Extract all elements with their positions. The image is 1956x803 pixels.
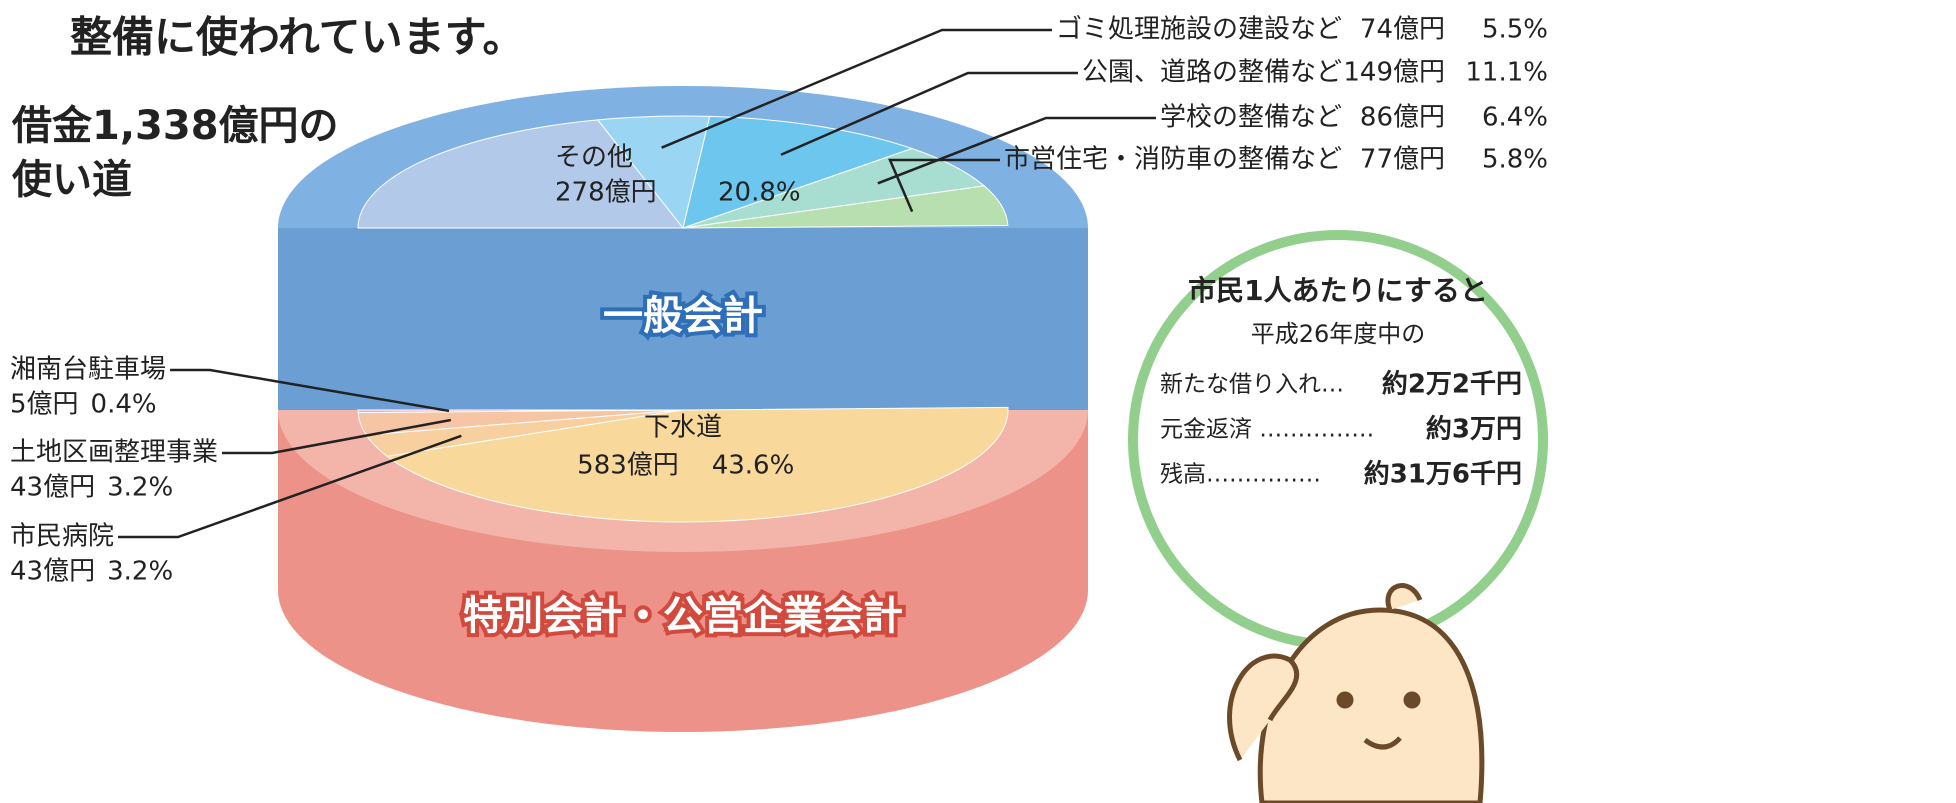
group-label: 特別会計・公営企業会計 (463, 593, 903, 639)
slice-value: 278億円 (555, 178, 657, 208)
slice-value: 43億円 (10, 473, 95, 503)
slice-value: 77億円 (1360, 145, 1445, 175)
slice-percent: 3.2% (107, 557, 173, 587)
slice-label: 下水道 (644, 413, 722, 443)
slice-percent: 43.6% (712, 451, 795, 481)
info-subtitle: 平成26年度中の (1251, 320, 1426, 348)
info-value: 約31万6千円 (1364, 459, 1522, 490)
slice-percent: 5.8% (1482, 145, 1548, 175)
slice-percent: 3.2% (107, 473, 173, 503)
leader-line (888, 158, 1000, 213)
block-face (278, 228, 1088, 410)
slice-label: 湘南台駐車場 (10, 355, 166, 385)
pie: その他 278億円 20.8% ゴミ処理施設の建設など 74億円 5.5% 公園、道路の整備… (10, 15, 1548, 732)
slice-value: 43億円 (10, 557, 95, 587)
slice (385, 406, 1009, 523)
hand (1227, 653, 1300, 762)
info-value: 約2万2千円 (1382, 369, 1522, 400)
slice-percent: 11.1% (1465, 58, 1548, 88)
slice-value: 149億円 (1343, 58, 1445, 88)
slice (682, 185, 1009, 229)
group-label: 一般会計 (603, 293, 763, 339)
slice-label: 市民病院 (10, 522, 114, 552)
leader-line (170, 368, 450, 413)
info-label: 残高…………… (1160, 462, 1321, 488)
slice (682, 147, 986, 229)
leader-line (661, 28, 1052, 149)
eye (1403, 691, 1421, 709)
subtitle: 使い道 (12, 157, 132, 203)
hair (1385, 583, 1423, 611)
character (1227, 583, 1485, 803)
leader-line (118, 434, 462, 539)
chart-title: 整備に使われています。 (70, 13, 524, 62)
slice-value: 74億円 (1360, 15, 1445, 45)
info-label: 新たな借り入れ… (1160, 372, 1344, 398)
slice-label: その他 (555, 143, 633, 173)
slice-value: 5億円 (10, 390, 79, 420)
slice-value: 583億円 (577, 451, 679, 481)
info-title: 市民1人あたりにすると (1188, 274, 1488, 307)
leader-line (877, 116, 1156, 185)
slice-label: ゴミ処理施設の建設など (1056, 15, 1342, 45)
slice (357, 119, 685, 229)
subtitle: 借金1,338億円の (11, 103, 339, 149)
info-label: 元金返済 …………… (1160, 417, 1374, 443)
slice-percent: 5.5% (1482, 15, 1548, 45)
slice-label: 土地区画整理事業 (10, 438, 218, 468)
eye (1336, 691, 1354, 709)
slice-label: 公園、道路の整備など (1082, 58, 1342, 88)
slice (682, 115, 914, 229)
slice-value: 86億円 (1360, 103, 1445, 133)
leader-line (222, 418, 452, 455)
slice-percent: 6.4% (1482, 103, 1548, 133)
slice-percent: 0.4% (91, 390, 157, 420)
info-circle: 市民1人あたりにすると 平成26年度中の 新たな借り入れ… 約2万2千円 元金返… (1128, 230, 1548, 650)
slice-label: 市営住宅・消防車の整備など (1004, 145, 1342, 175)
mouth (1363, 736, 1402, 750)
info-value: 約3万円 (1426, 414, 1522, 445)
leader-line (780, 71, 1078, 156)
slice-label: 学校の整備など (1160, 103, 1342, 133)
slice-percent: 20.8% (718, 178, 801, 208)
